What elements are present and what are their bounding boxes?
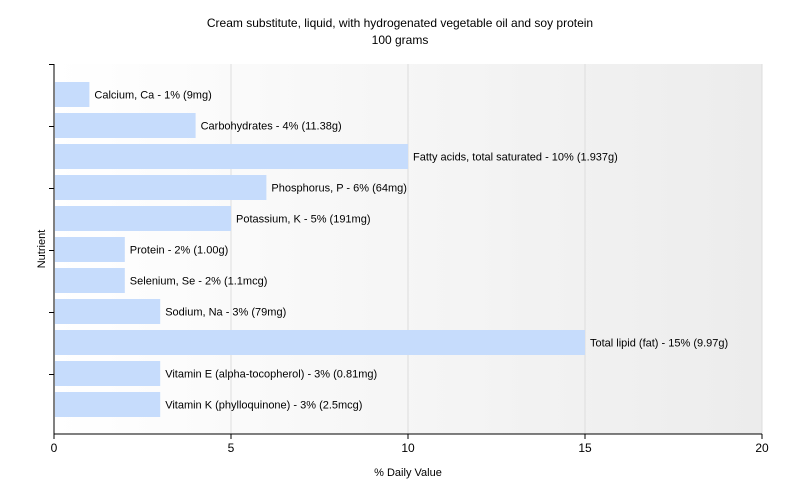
- bar: [55, 237, 125, 262]
- bar: [55, 113, 196, 138]
- bar-data-label: Vitamin E (alpha-tocopherol) - 3% (0.81m…: [165, 369, 377, 381]
- bar-data-label: Carbohydrates - 4% (11.38g): [201, 121, 342, 133]
- bar-data-label: Vitamin K (phylloquinone) - 3% (2.5mcg): [165, 400, 362, 412]
- bar: [55, 82, 90, 107]
- bar: [55, 268, 125, 293]
- x-tick-label: 0: [51, 441, 58, 455]
- bar-data-label: Fatty acids, total saturated - 10% (1.93…: [413, 152, 618, 164]
- x-tick-label: 15: [578, 441, 592, 455]
- chart-subtitle: 100 grams: [371, 33, 429, 47]
- x-tick-label: 10: [401, 441, 415, 455]
- bar-data-label: Calcium, Ca - 1% (9mg): [94, 90, 211, 102]
- chart-title: Cream substitute, liquid, with hydrogena…: [206, 16, 594, 30]
- bar: [55, 361, 161, 386]
- bar-data-label: Selenium, Se - 2% (1.1mcg): [130, 276, 268, 288]
- bar-data-label: Phosphorus, P - 6% (64mg): [271, 183, 407, 195]
- bar: [55, 144, 408, 169]
- bar-data-label: Sodium, Na - 3% (79mg): [165, 307, 286, 319]
- bar: [55, 206, 231, 231]
- x-tick-label: 20: [755, 441, 769, 455]
- bar: [55, 299, 161, 324]
- x-tick-label: 5: [228, 441, 235, 455]
- x-axis-title: % Daily Value: [374, 467, 442, 479]
- bar: [55, 175, 267, 200]
- bar-data-label: Protein - 2% (1.00g): [130, 245, 228, 257]
- bar-data-label: Potassium, K - 5% (191mg): [236, 214, 371, 226]
- y-axis-title: Nutrient: [36, 230, 48, 269]
- bar: [55, 392, 161, 417]
- bar: [55, 330, 585, 355]
- bar-data-label: Total lipid (fat) - 15% (9.97g): [590, 338, 728, 350]
